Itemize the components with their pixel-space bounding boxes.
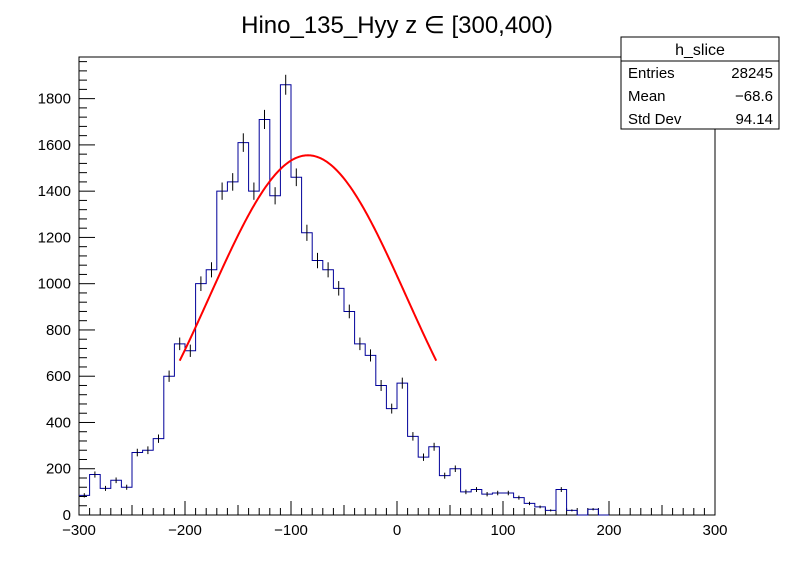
y-tick-label: 1800 xyxy=(38,91,71,108)
y-tick-label: 1400 xyxy=(38,183,71,200)
histogram-series xyxy=(79,74,609,516)
x-tick-label: −100 xyxy=(274,522,308,539)
histogram-outline xyxy=(79,84,609,516)
y-tick-label: 200 xyxy=(46,461,71,478)
y-tick-label: 800 xyxy=(46,322,71,339)
x-tick-label: 100 xyxy=(490,522,515,539)
fit-curve xyxy=(178,154,438,362)
stats-mean-value: −68.6 xyxy=(735,88,773,105)
stats-box-frame xyxy=(620,36,780,130)
chart-title: Hino_135_Hyy z ∈ [300,400) xyxy=(241,12,553,39)
stats-entries-label: Entries xyxy=(628,65,675,82)
y-tick-label: 1200 xyxy=(38,229,71,246)
x-tick-label: 0 xyxy=(393,522,401,539)
stats-mean-label: Mean xyxy=(628,88,666,105)
axes: −300 −200 −100 0 100 200 300 0 200 400 600 800 1000 1… xyxy=(38,61,728,539)
x-tick-label: −300 xyxy=(62,522,96,539)
fit-curve-group xyxy=(178,154,438,362)
y-tick-label: 1000 xyxy=(38,276,71,293)
y-tick-label: 1600 xyxy=(38,137,71,154)
x-tick-label: 300 xyxy=(702,522,727,539)
stats-stddev-label: Std Dev xyxy=(628,111,682,128)
x-tick-label: 200 xyxy=(596,522,621,539)
stats-entries-value: 28245 xyxy=(731,65,773,82)
plot-frame xyxy=(78,56,716,516)
stats-box: h_slice Entries 28245 Mean −68.6 Std Dev… xyxy=(620,36,780,130)
y-tick-label: 400 xyxy=(46,414,71,431)
y-tick-label: 0 xyxy=(63,507,71,524)
x-tick-label: −200 xyxy=(168,522,202,539)
y-tick-label: 600 xyxy=(46,368,71,385)
stats-box-name: h_slice xyxy=(675,42,725,59)
stats-stddev-value: 94.14 xyxy=(735,111,773,128)
